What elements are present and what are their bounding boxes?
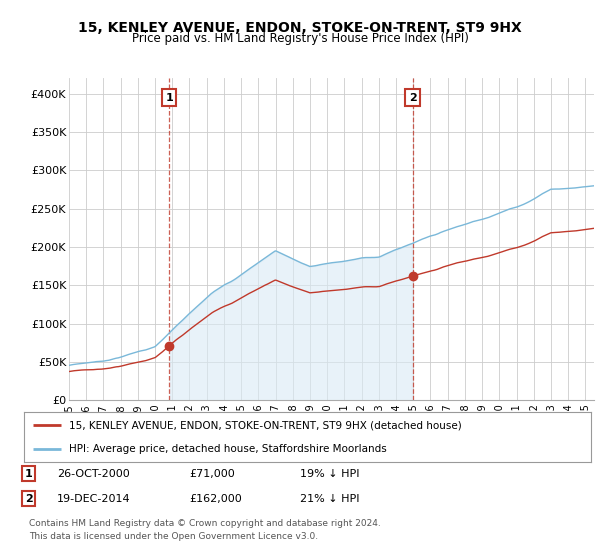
Text: 26-OCT-2000: 26-OCT-2000 <box>57 469 130 479</box>
Text: 21% ↓ HPI: 21% ↓ HPI <box>300 494 359 504</box>
Text: Contains HM Land Registry data © Crown copyright and database right 2024.: Contains HM Land Registry data © Crown c… <box>29 519 380 528</box>
Text: £162,000: £162,000 <box>189 494 242 504</box>
Text: 1: 1 <box>25 469 32 479</box>
Text: 15, KENLEY AVENUE, ENDON, STOKE-ON-TRENT, ST9 9HX: 15, KENLEY AVENUE, ENDON, STOKE-ON-TRENT… <box>78 21 522 35</box>
Text: This data is licensed under the Open Government Licence v3.0.: This data is licensed under the Open Gov… <box>29 532 318 541</box>
Text: 1: 1 <box>166 92 173 102</box>
Text: Price paid vs. HM Land Registry's House Price Index (HPI): Price paid vs. HM Land Registry's House … <box>131 32 469 45</box>
Text: HPI: Average price, detached house, Staffordshire Moorlands: HPI: Average price, detached house, Staf… <box>70 445 387 454</box>
Text: 2: 2 <box>25 494 32 504</box>
Text: 15, KENLEY AVENUE, ENDON, STOKE-ON-TRENT, ST9 9HX (detached house): 15, KENLEY AVENUE, ENDON, STOKE-ON-TRENT… <box>70 420 462 430</box>
Text: £71,000: £71,000 <box>189 469 235 479</box>
Text: 19-DEC-2014: 19-DEC-2014 <box>57 494 131 504</box>
Text: 2: 2 <box>409 92 416 102</box>
Text: 19% ↓ HPI: 19% ↓ HPI <box>300 469 359 479</box>
